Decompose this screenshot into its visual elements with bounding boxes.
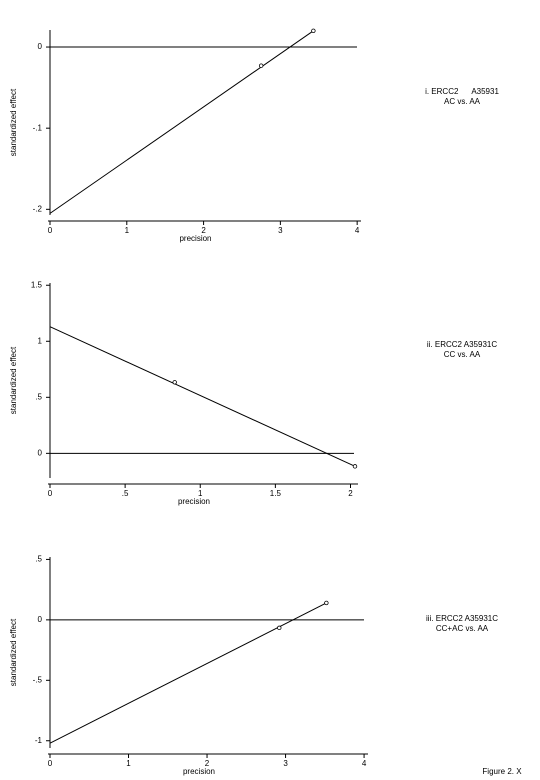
- x-axis-label: precision: [179, 234, 211, 243]
- point: [352, 464, 358, 469]
- x-tick-label: .5: [122, 489, 129, 498]
- x-tick-label: 4: [362, 759, 367, 768]
- x-tick-label: 2: [348, 489, 353, 498]
- x-axis-label: precision: [178, 497, 210, 506]
- annotation: CC vs. AA: [444, 350, 481, 359]
- y-tick-label: 0: [38, 42, 43, 51]
- x-tick-label: 1.5: [270, 489, 282, 498]
- y-tick-label: 1: [38, 336, 43, 345]
- point: [277, 625, 282, 631]
- fit-line: [49, 30, 314, 214]
- fit-line: [49, 326, 356, 467]
- x-tick-label: 0: [48, 226, 53, 235]
- point: [311, 28, 316, 34]
- y-tick-label: 0: [38, 448, 43, 457]
- y-axis-label: standardized effect: [9, 618, 18, 686]
- x-tick-label: 1: [198, 489, 203, 498]
- y-tick-label: .5: [35, 392, 42, 401]
- y-axis-label: standardized effect: [9, 88, 18, 156]
- annotation: iii. ERCC2 A35931C: [426, 614, 498, 623]
- y-tick-label: -.1: [33, 123, 43, 132]
- y-tick-label: -.5: [33, 675, 43, 684]
- x-tick-label: 0: [48, 489, 53, 498]
- point: [258, 63, 264, 68]
- footer: Figure 2. X: [482, 767, 522, 776]
- x-tick-label: 3: [278, 226, 283, 235]
- y-tick-label: .5: [35, 555, 42, 564]
- y-tick-label: -.2: [33, 204, 43, 213]
- point: [172, 380, 177, 385]
- x-tick-label: 0: [48, 759, 53, 768]
- fit-line: [49, 602, 327, 744]
- x-axis-label: precision: [183, 767, 215, 776]
- y-tick-label: 0: [38, 615, 43, 624]
- annotation: AC vs. AA: [444, 97, 481, 106]
- x-tick-label: 1: [125, 226, 130, 235]
- y-axis-label: standardized effect: [9, 346, 18, 414]
- annotation: i. ERCC2 A35931: [425, 87, 499, 96]
- x-tick-label: 4: [355, 226, 360, 235]
- x-tick-label: 1: [126, 759, 131, 768]
- y-tick-label: -1: [35, 736, 43, 745]
- x-tick-label: 3: [283, 759, 288, 768]
- x-tick-label: 2: [205, 759, 210, 768]
- y-tick-label: 1.5: [31, 280, 43, 289]
- point: [324, 600, 329, 606]
- annotation: ii. ERCC2 A35931C: [427, 340, 497, 349]
- x-tick-label: 2: [201, 226, 206, 235]
- annotation: CC+AC vs. AA: [436, 624, 489, 633]
